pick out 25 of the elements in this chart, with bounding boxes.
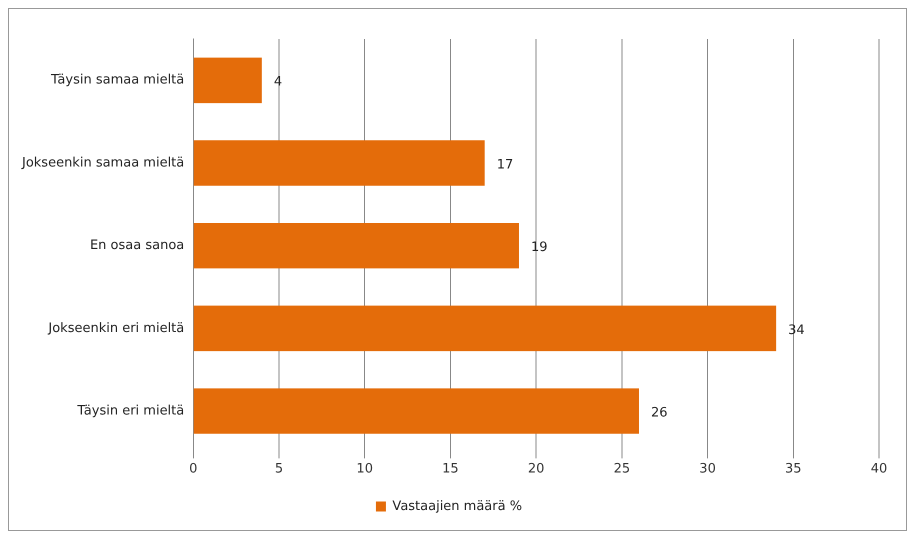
data-label: 19 — [530, 240, 548, 256]
y-tick-label: Jokseenkin eri mieltä — [47, 320, 184, 336]
bar — [194, 222, 519, 268]
bar — [194, 306, 776, 352]
x-tick-label: 15 — [442, 462, 459, 477]
bar — [194, 388, 639, 434]
y-tick-label: En osaa sanoa — [90, 238, 184, 254]
y-tick-label: Jokseenkin samaa mieltä — [20, 155, 184, 170]
legend-label: Vastaajien määrä % — [392, 498, 522, 514]
x-tick-label: 20 — [528, 462, 544, 477]
data-label: 4 — [274, 74, 282, 90]
data-label: 34 — [788, 322, 805, 338]
bar — [194, 58, 262, 104]
x-tick-label: 30 — [699, 462, 716, 477]
x-tick-label: 25 — [614, 462, 630, 477]
x-tick-label: 10 — [356, 462, 373, 477]
x-tick-label: 40 — [870, 462, 888, 477]
data-label: 26 — [650, 405, 668, 420]
y-tick-label: Täysin samaa mieltä — [50, 72, 184, 88]
x-tick-label: 35 — [785, 462, 802, 477]
bar — [194, 140, 485, 186]
x-tick-label: 0 — [189, 462, 198, 477]
x-tick-label: 5 — [274, 462, 284, 477]
data-label: 17 — [496, 157, 514, 172]
y-tick-label: Täysin eri mieltä — [76, 403, 184, 418]
